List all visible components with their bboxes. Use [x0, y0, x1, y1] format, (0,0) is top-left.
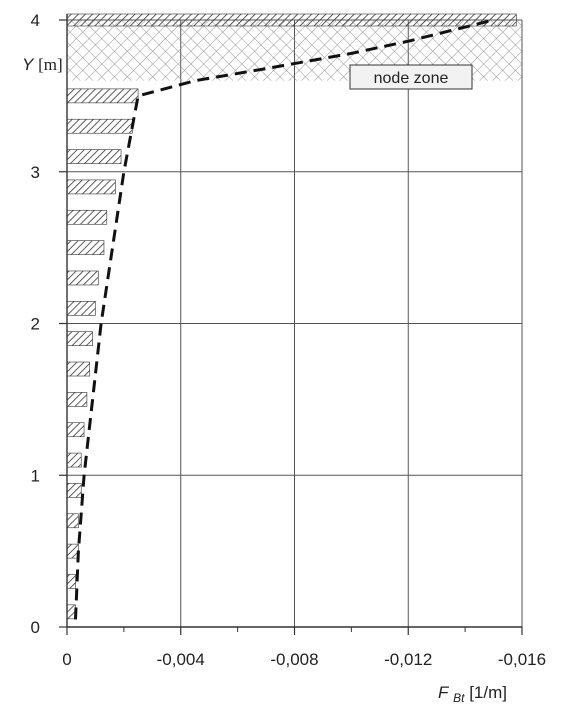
node-zone-label: node zone	[374, 70, 449, 87]
bar-9	[66, 331, 93, 346]
bar-2	[66, 543, 79, 559]
x-tick-label-3: -0,012	[384, 650, 432, 669]
bar-14	[66, 179, 116, 195]
bar-11	[66, 270, 99, 286]
x-axis-label-unit: [1/m]	[469, 683, 507, 702]
bar-10	[66, 301, 96, 316]
bar-12	[66, 240, 105, 255]
x-axis-label-main: F	[438, 683, 450, 702]
bar-8	[66, 361, 91, 377]
bars	[66, 13, 517, 620]
x-axis-label: F Bt [1/m]	[438, 683, 507, 706]
labels: Y [m] F Bt [1/m] 0 -0,004 -0,008 -0,012 -0,0…	[22, 11, 546, 706]
curve-line	[74, 18, 494, 620]
x-axis-label-sub: Bt	[453, 691, 465, 705]
dashed-curve	[74, 18, 494, 620]
grid	[67, 19, 523, 627]
y-tick-label-2: 2	[31, 315, 40, 334]
bar-17	[66, 88, 139, 104]
x-tick-label-4: -0,016	[498, 650, 546, 669]
y-tick-label-0: 0	[31, 618, 40, 637]
bar-4	[66, 483, 82, 498]
y-axis-label-main: Y	[22, 55, 35, 74]
y-tick-label-1: 1	[31, 466, 40, 485]
bar-6	[66, 422, 85, 438]
y-axis-label-unit: [m]	[38, 55, 63, 74]
node-zone-label-box	[349, 64, 473, 90]
node-zone: node zone	[67, 20, 522, 90]
bar-16	[66, 118, 133, 134]
y-tick-label-4: 4	[31, 11, 40, 30]
bar-13	[66, 209, 108, 225]
bar-15	[66, 149, 122, 164]
axes	[59, 14, 523, 635]
x-tick-label-2: -0,008	[270, 650, 318, 669]
y-tick-label-3: 3	[31, 163, 40, 182]
y-axis-label: Y [m]	[22, 55, 63, 74]
bar-1	[66, 574, 76, 589]
bar-3	[66, 513, 79, 529]
bar-7	[66, 392, 88, 407]
x-tick-label-1: -0,004	[157, 650, 205, 669]
bar-18	[66, 13, 517, 27]
x-tick-label-0: 0	[62, 650, 71, 669]
bar-5	[66, 452, 82, 468]
